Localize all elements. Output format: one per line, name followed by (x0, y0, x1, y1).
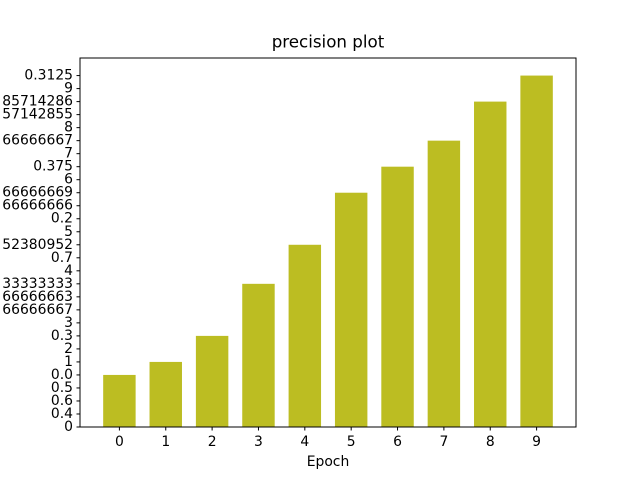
x-tick-label: 2 (208, 434, 217, 450)
y-tick-label: 3 (64, 315, 73, 331)
y-tick-label: 0.4 (51, 406, 73, 422)
x-axis-label: Epoch (307, 454, 350, 470)
bar (334, 192, 368, 427)
y-tick-label: 52380952 (2, 237, 73, 253)
bar (195, 335, 229, 427)
y-tick-label: 8 (64, 120, 73, 136)
y-tick-label: 85714286 (2, 94, 73, 110)
y-tick-label: 2 (64, 341, 73, 357)
bar (520, 75, 553, 428)
y-tick-label: 6 (64, 172, 73, 188)
y-tick-label: 33333333 (2, 276, 73, 292)
y-tick-label: 0 (64, 419, 73, 435)
y-tick-label: 66666666 (2, 198, 73, 214)
y-tick-label: 66666667 (2, 133, 73, 149)
y-tick-label: 0.5 (51, 380, 73, 396)
y-tick-label: 0.3125 (24, 68, 73, 84)
chart-title: precision plot (272, 32, 385, 52)
x-tick-label: 6 (393, 434, 402, 450)
x-tick-label: 9 (532, 434, 541, 450)
bar (103, 374, 136, 427)
bar (288, 244, 322, 427)
y-tick-label: 0.3 (51, 328, 73, 344)
bar (474, 101, 507, 427)
y-tick-label: 0.0 (51, 367, 73, 383)
y-tick-label: 4 (64, 263, 73, 279)
x-tick-label: 4 (300, 434, 309, 450)
bar (242, 283, 275, 427)
plot-frame (79, 57, 577, 428)
y-tick-label: 0.375 (33, 159, 73, 175)
x-tick-label: 5 (347, 434, 356, 450)
y-tick-label: 66666669 (2, 185, 73, 201)
y-tick-label: 5 (64, 224, 73, 240)
x-tick-label: 8 (486, 434, 495, 450)
y-tick-label: 66666667 (2, 302, 73, 318)
y-tick-label: 0.6 (51, 393, 73, 409)
x-tick-label: 0 (115, 434, 124, 450)
bar (149, 361, 182, 427)
bar (427, 140, 461, 427)
x-tick-label: 7 (439, 434, 448, 450)
y-tick-label: 9 (64, 81, 73, 97)
bar (381, 166, 414, 427)
x-tick-label: 3 (254, 434, 263, 450)
y-tick-label: 7 (64, 146, 73, 162)
y-tick-label: 57142855 (2, 107, 73, 123)
y-tick-label: 66666663 (2, 289, 73, 305)
y-tick-label: 0.7 (51, 250, 73, 266)
x-tick-label: 1 (161, 434, 170, 450)
y-tick-label: 0.2 (51, 211, 73, 227)
y-tick-label: 1 (64, 354, 73, 370)
